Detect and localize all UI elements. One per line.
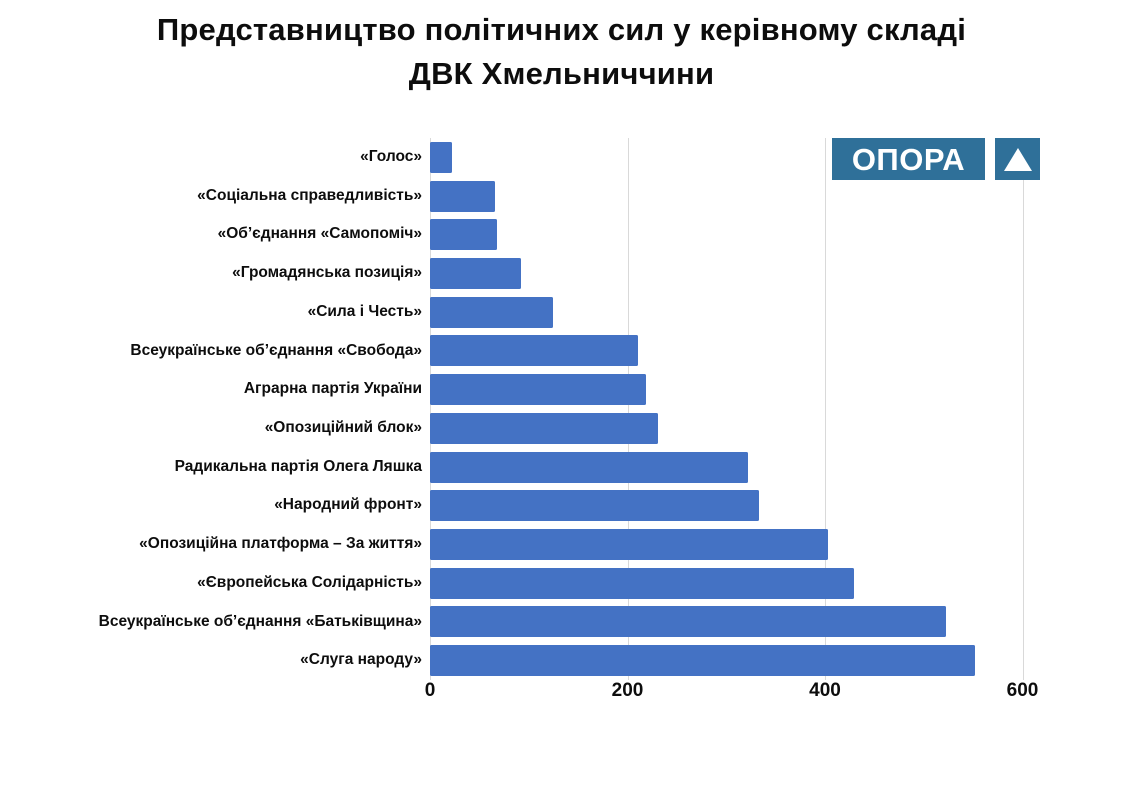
category-label: Радикальна партія Олега Ляшка: [174, 457, 422, 475]
bar-row: Аграрна партія України: [0, 370, 1123, 409]
bar: [430, 567, 854, 599]
bar-row: «Опозиційна платформа – За життя»: [0, 525, 1123, 564]
category-label: «Соціальна справедливість»: [197, 186, 422, 204]
page-title: Представництво політичних сил у керівном…: [156, 12, 967, 92]
gridline-0: [430, 138, 431, 680]
bar-row: «Соціальна справедливість»: [0, 177, 1123, 216]
opora-wordmark: ОПОРА: [832, 138, 985, 180]
bar: [430, 180, 496, 212]
category-label: «Голос»: [360, 148, 422, 165]
bar-rows: «Голос» «Соціальна справедливість» «Об’єдн…: [0, 138, 1123, 680]
category-label: «Опозиційна платформа – За життя»: [139, 535, 422, 553]
bar-row: Всеукраїнське об’єднання «Батьківщина»: [0, 603, 1123, 642]
bar: [430, 296, 554, 328]
x-tick-label: 200: [611, 680, 644, 701]
bar-row: «Сила і Честь»: [0, 293, 1123, 332]
category-label: «Народний фронт»: [274, 496, 422, 514]
bar: [430, 219, 498, 251]
category-label: «Громадянська позиція»: [232, 264, 422, 282]
bar-row: Радикальна партія Олега Ляшка: [0, 448, 1123, 487]
bar: [430, 257, 521, 289]
x-tick-label: 0: [424, 680, 436, 701]
x-axis: 0 200 400 600: [0, 680, 1123, 714]
category-label: Всеукраїнське об’єднання «Свобода»: [130, 341, 422, 359]
bar: [430, 412, 659, 444]
category-label: «Сила і Честь»: [307, 302, 422, 320]
category-label: «Слуга народу»: [300, 651, 422, 669]
bar: [430, 490, 759, 522]
bar: [430, 645, 976, 677]
bar-row: «Слуга народу»: [0, 641, 1123, 680]
bar-row: «Голос»: [0, 138, 1123, 177]
category-label: Аграрна партія України: [243, 380, 422, 398]
triangle-icon: [1003, 147, 1032, 171]
bar: [430, 141, 452, 173]
gridline-400: [825, 138, 826, 680]
gridline-200: [627, 138, 629, 680]
opora-logo: ОПОРА: [832, 138, 1040, 180]
category-label: «Опозиційний блок»: [264, 419, 422, 436]
bar-row: «Об’єднання «Самопоміч»: [0, 215, 1123, 254]
category-label: «Об’єднання «Самопоміч»: [217, 225, 422, 243]
category-label: «Європейська Солідарність»: [197, 573, 422, 591]
bar-row: «Народний фронт»: [0, 486, 1123, 525]
bar: [430, 451, 748, 483]
bar-row: «Громадянська позиція»: [0, 254, 1123, 293]
opora-mark: [995, 138, 1040, 180]
x-tick-label: 600: [1006, 680, 1039, 701]
bar-row: «Європейська Солідарність»: [0, 564, 1123, 603]
bar-row: «Опозиційний блок»: [0, 409, 1123, 448]
bar: [430, 606, 947, 638]
bar: [430, 374, 647, 406]
x-tick-label: 400: [809, 680, 841, 701]
gridline-600: [1022, 138, 1024, 680]
bar: [430, 528, 828, 560]
bar: [430, 335, 639, 367]
category-label: Всеукраїнське об’єднання «Батьківщина»: [98, 612, 422, 630]
bar-row: Всеукраїнське об’єднання «Свобода»: [0, 332, 1123, 371]
